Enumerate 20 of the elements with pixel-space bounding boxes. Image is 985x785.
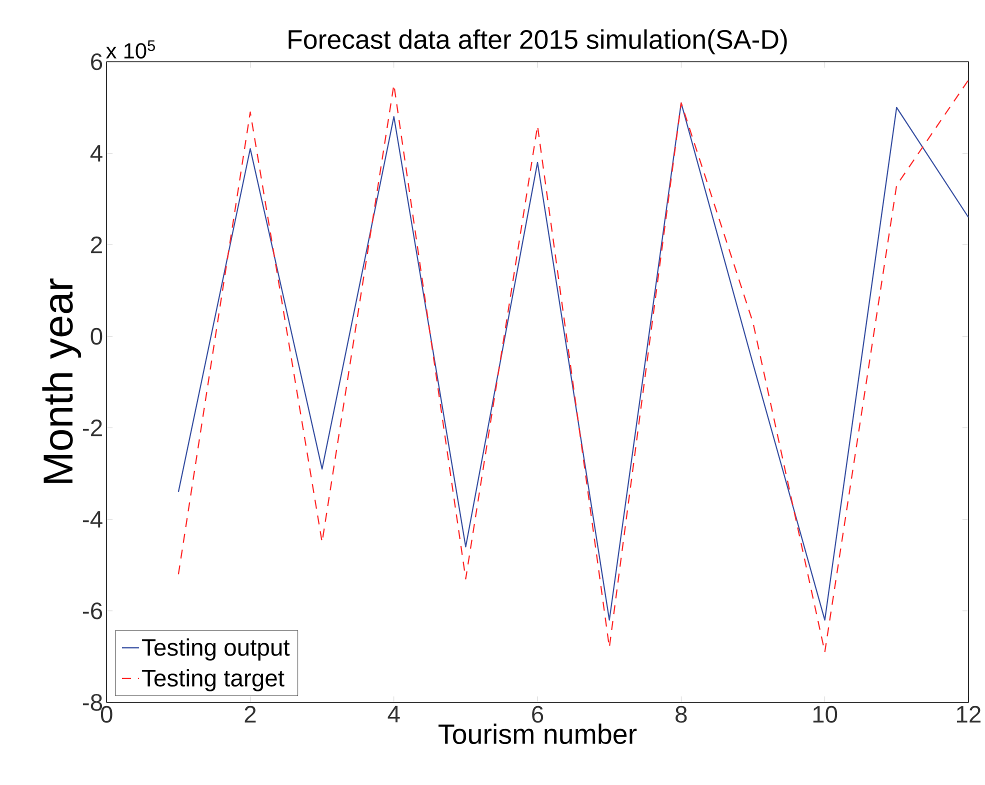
x-axis-title: Tourism number [438,724,637,744]
x-tick-label: 8 [676,706,687,723]
y-tick-label: 6 [91,53,102,70]
x-tick-label: 12 [957,706,980,722]
y-tick-label: 0 [90,328,102,345]
chart-title: Forecast data after 2015 simulation(SA-D) [288,29,787,54]
y-tick-label: -6 [82,602,102,620]
y-axis-title: Month year [42,278,82,483]
y-tick-label: -4 [82,511,102,528]
y-tick-label: 4 [90,145,102,162]
x-tick-label: 4 [388,706,400,722]
y-tick-label: -8 [82,694,102,711]
legend-label: Testing output [142,638,290,661]
text: x 10$^{5}$ [106,40,155,59]
x-tick-label: 2 [244,706,256,722]
legend-label: Testing target [142,669,284,692]
x-tick-label: 10 [813,706,838,723]
y-tick-label: -2 [82,419,102,436]
x-tick-label: 6 [532,706,544,723]
y-tick-label: 2 [91,236,102,254]
